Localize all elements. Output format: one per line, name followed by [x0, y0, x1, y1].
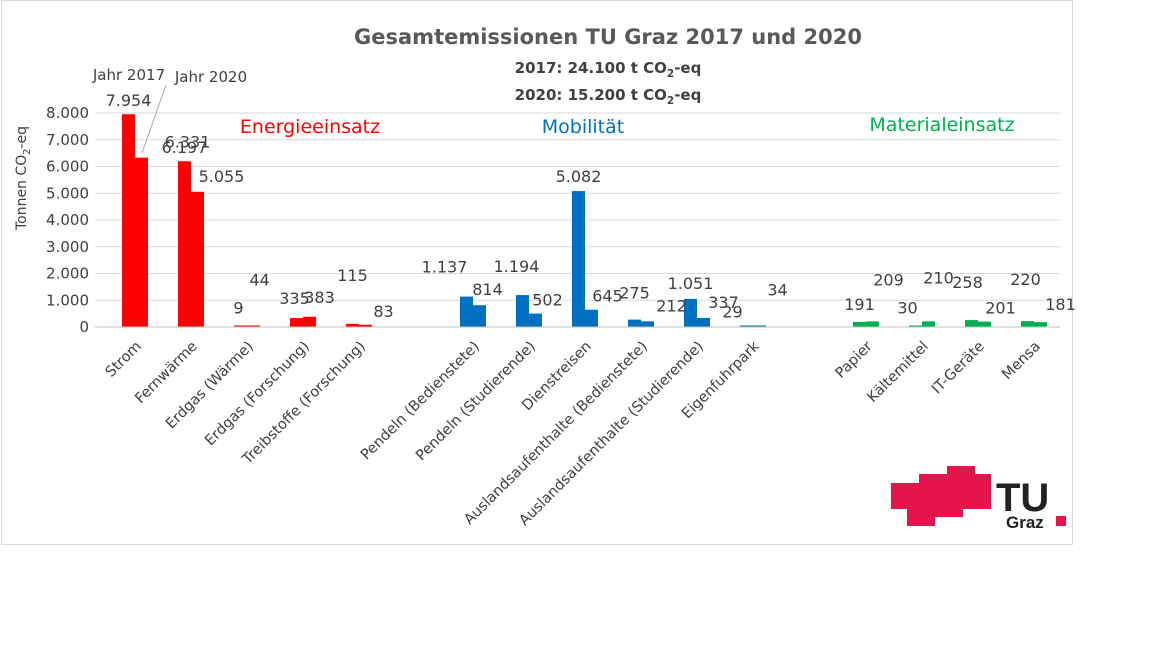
data-label-2017-erdgas-forschung: 335: [279, 289, 310, 308]
logo-text-graz: Graz: [1006, 513, 1044, 532]
data-label-2017-pendeln-studierende: 1.194: [494, 257, 540, 276]
bar-2017-treibstoffe-forschung: [346, 323, 359, 327]
callout-leader-line: [141, 84, 167, 154]
bar-2020-treibstoffe-forschung: [359, 324, 372, 327]
x-tick-label-erdgas-forschung: Erdgas (Forschung): [202, 339, 313, 450]
data-label-2020-erdgas-waerme: 44: [249, 271, 269, 290]
data-label-2020-papier: 209: [873, 270, 904, 289]
x-tick-label-papier: Papier: [833, 338, 876, 381]
data-label-2020-auslandsaufenthalte-bedienstete: 212: [656, 296, 687, 315]
bar-2017-dienstreisen: [572, 191, 585, 327]
group-label-materialeinsatz: Materialeinsatz: [869, 114, 1014, 136]
logo-text-tu: TU: [996, 476, 1049, 520]
bar-2017-fernwaerme: [178, 161, 191, 327]
data-label-2020-pendeln-studierende: 502: [532, 291, 563, 310]
bar-2017-erdgas-forschung: [290, 318, 303, 327]
data-label-2017-treibstoffe-forschung: 115: [337, 266, 368, 285]
y-tick-label: 5.000: [46, 184, 89, 202]
series-callouts: Jahr 2017 Jahr 2020: [92, 66, 247, 154]
x-tick-label-strom: Strom: [103, 339, 145, 381]
data-label-2020-strom: 6.331: [165, 133, 211, 152]
data-label-2017-dienstreisen: 5.082: [556, 167, 602, 186]
bar-2017-mensa: [1021, 321, 1034, 327]
data-label-2017-kaeltemittel: 30: [897, 299, 917, 318]
y-tick-label: 4.000: [46, 211, 89, 229]
callout-jahr-2017: Jahr 2017: [92, 66, 165, 84]
group-label-mobilitaet: Mobilität: [542, 116, 624, 138]
y-tick-label: 0: [79, 318, 89, 336]
bar-2020-fernwaerme: [191, 191, 204, 327]
bar-2020-kaeltemittel: [922, 321, 935, 327]
data-label-2017-it-geraete: 258: [952, 273, 983, 292]
y-tick-label: 3.000: [46, 238, 89, 256]
data-label-2020-eigenfuhrpark: 34: [767, 281, 787, 300]
bar-2020-pendeln-bedienstete: [473, 305, 486, 327]
tu-graz-logo: TU Graz: [891, 466, 1066, 532]
data-label-2017-papier: 191: [844, 295, 875, 314]
bar-2017-auslandsaufenthalte-bedienstete: [628, 319, 641, 327]
bar-2020-strom: [135, 157, 148, 327]
bar-2017-pendeln-bedienstete: [460, 296, 473, 327]
y-axis-label: Tonnen CO2-eq: [14, 126, 33, 231]
bar-2017-erdgas-waerme: [234, 325, 247, 327]
chart-subtitle-2017: 2017: 24.100 t CO2-eq: [515, 59, 702, 80]
bar-2020-erdgas-forschung: [303, 316, 316, 327]
x-tick-label-it-geraete: IT-Geräte: [929, 338, 988, 397]
bar-2017-strom: [122, 114, 135, 327]
data-label-2017-mensa: 220: [1010, 270, 1041, 289]
data-label-2020-treibstoffe-forschung: 83: [373, 302, 393, 321]
bar-2020-pendeln-studierende: [529, 313, 542, 327]
bar-2020-it-geraete: [978, 321, 991, 327]
data-label-2020-erdgas-forschung: 383: [304, 288, 335, 307]
bars: [122, 114, 1047, 327]
bar-2017-kaeltemittel: [909, 325, 922, 327]
data-label-2017-fernwaerme: 6.197: [162, 138, 208, 157]
data-label-2017-auslandsaufenthalte-studierende: 1.051: [668, 274, 714, 293]
bar-2017-papier: [853, 321, 866, 327]
data-label-2020-it-geraete: 201: [985, 299, 1016, 318]
callout-jahr-2020: Jahr 2020: [174, 68, 247, 86]
bar-2017-auslandsaufenthalte-studierende: [684, 298, 697, 327]
data-label-2017-erdgas-waerme: 9: [233, 299, 243, 318]
chart-subtitle-2020: 2020: 15.200 t CO2-eq: [515, 86, 702, 107]
x-tick-label-mensa: Mensa: [999, 339, 1044, 384]
data-label-2017-auslandsaufenthalte-bedienstete: 275: [619, 284, 650, 303]
data-label-2020-auslandsaufenthalte-studierende: 337: [708, 293, 739, 312]
data-label-2017-pendeln-bedienstete: 1.137: [422, 258, 468, 277]
y-tick-label: 1.000: [46, 291, 89, 309]
bar-2020-mensa: [1034, 322, 1047, 327]
data-label-2020-pendeln-bedienstete: 814: [472, 280, 503, 299]
group-label-energieeinsatz: Energieeinsatz: [240, 116, 380, 138]
chart-title: Gesamtemissionen TU Graz 2017 und 2020: [354, 25, 862, 49]
bar-2020-auslandsaufenthalte-bedienstete: [641, 321, 654, 327]
data-label-2020-fernwaerme: 5.055: [199, 167, 245, 186]
data-label-2017-strom: 7.954: [106, 91, 152, 110]
data-label-2020-mensa: 181: [1045, 295, 1076, 314]
bar-2017-pendeln-studierende: [516, 295, 529, 327]
y-tick-label: 6.000: [46, 158, 89, 176]
data-label-2017-eigenfuhrpark: 29: [722, 303, 742, 322]
y-tick-label: 2.000: [46, 265, 89, 283]
y-tick-label: 8.000: [46, 104, 89, 122]
data-label-2020-dienstreisen: 645: [592, 287, 623, 306]
y-tick-label: 7.000: [46, 131, 89, 149]
bar-2020-papier: [866, 321, 879, 327]
bar-2020-dienstreisen: [585, 309, 598, 327]
bar-2020-auslandsaufenthalte-studierende: [697, 317, 710, 327]
bar-2020-eigenfuhrpark: [753, 325, 766, 327]
bar-2017-eigenfuhrpark: [740, 325, 753, 327]
data-label-2020-kaeltemittel: 210: [923, 268, 954, 287]
bar-2020-erdgas-waerme: [247, 325, 260, 327]
bar-2017-it-geraete: [965, 320, 978, 327]
